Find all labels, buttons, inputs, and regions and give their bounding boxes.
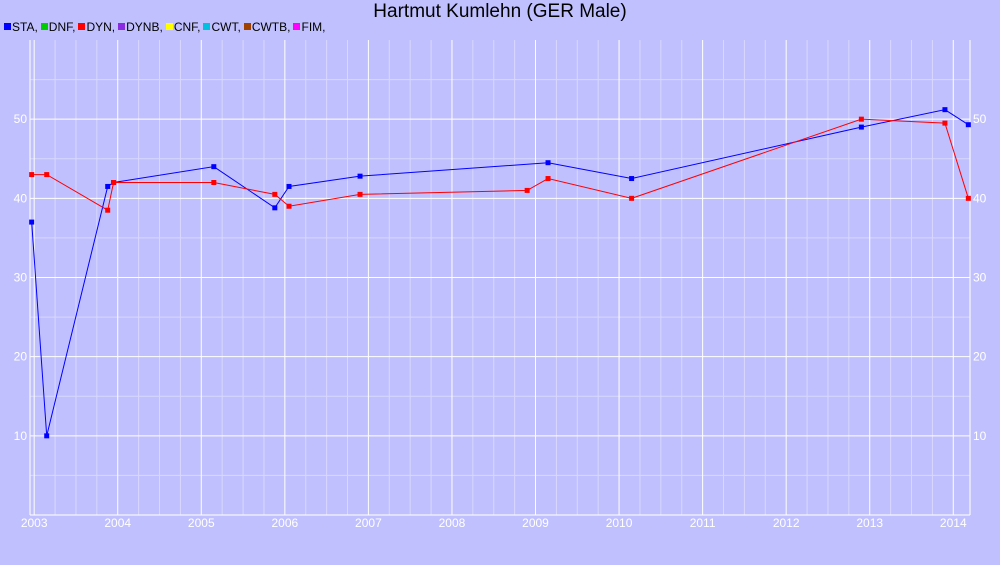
x-tick-label: 2013 (856, 516, 883, 530)
data-point-sta (357, 173, 363, 179)
legend-swatch (118, 23, 126, 30)
legend-entry: DYN, (78, 20, 115, 34)
x-tick-label: 2007 (355, 516, 382, 530)
data-point-dyn (44, 172, 50, 178)
data-point-sta (629, 176, 635, 182)
data-point-dyn (111, 180, 117, 185)
series-line-dyn (31, 118, 969, 211)
data-point-sta (286, 183, 292, 189)
legend-entry: FIM, (293, 20, 325, 34)
legend-entry: CWT, (203, 20, 241, 34)
legend-label: CWTB, (251, 20, 291, 34)
y-tick-label-right: 30 (973, 271, 987, 285)
data-point-dyn (105, 207, 111, 213)
x-tick-label: 2003 (21, 516, 48, 530)
legend-label: DYN, (86, 20, 116, 34)
data-point-sta (858, 124, 864, 130)
y-tick-label-left: 50 (14, 112, 28, 126)
x-tick-label: 2008 (439, 516, 466, 530)
chart-title: Hartmut Kumlehn (GER Male) (373, 1, 627, 22)
x-tick-label: 2010 (606, 516, 633, 530)
data-point-dyn (858, 116, 864, 122)
y-tick-label-right: 10 (973, 429, 987, 443)
y-tick-label-right: 50 (973, 112, 987, 126)
data-point-sta (105, 183, 111, 189)
data-point-sta (272, 205, 278, 211)
legend-label: CWT, (211, 20, 241, 34)
y-tick-label-left: 10 (14, 429, 28, 443)
legend-label: DYNB, (126, 20, 163, 34)
legend-swatch (203, 23, 211, 30)
data-point-sta (211, 164, 217, 170)
major-grid (30, 40, 970, 515)
legend-label: FIM, (301, 20, 326, 34)
legend-entry: DNF, (40, 20, 76, 34)
legend-label: DNF, (48, 20, 76, 34)
data-point-dyn (524, 187, 530, 193)
data-point-sta (965, 122, 971, 128)
legend-swatch (243, 23, 251, 30)
legend-entry: CNF, (165, 20, 201, 34)
legend-entry: DYNB, (118, 20, 163, 34)
y-tick-label-right: 40 (973, 191, 987, 205)
legend-label: STA, (12, 20, 38, 34)
legend-entry: CWTB, (243, 20, 291, 34)
data-point-sta (29, 219, 35, 225)
y-tick-label-right: 20 (973, 350, 987, 364)
data-point-dyn (272, 191, 278, 197)
legend-swatch (4, 23, 11, 30)
y-tick-label-left: 30 (14, 271, 28, 285)
data-point-dyn (286, 203, 292, 209)
y-tick-label-left: 40 (14, 191, 28, 205)
data-point-dyn (545, 176, 551, 182)
legend-swatch (293, 23, 301, 30)
legend-swatch (78, 23, 86, 30)
x-tick-label: 2004 (104, 516, 131, 530)
x-tick-label: 2009 (522, 516, 549, 530)
x-tick-label: 2006 (271, 516, 298, 530)
data-point-dyn (29, 172, 35, 178)
data-point-dyn (965, 195, 971, 201)
x-tick-label: 2005 (188, 516, 215, 530)
x-tick-label: 2014 (940, 516, 967, 530)
data-point-dyn (357, 191, 363, 197)
data-point-sta (942, 107, 948, 113)
data-point-sta (44, 433, 50, 439)
legend-swatch (40, 23, 48, 30)
data-point-dyn (211, 180, 217, 185)
legend: STA, DNF, DYN, DYNB, CNF, CWT, CWTB, FIM, (4, 20, 328, 34)
legend-swatch (165, 23, 173, 30)
legend-label: CNF, (173, 20, 201, 34)
data-point-dyn (942, 120, 948, 126)
series-dyn (29, 116, 971, 213)
y-tick-label-left: 20 (14, 350, 28, 364)
legend-entry: STA, (4, 20, 38, 34)
x-tick-label: 2012 (773, 516, 800, 530)
data-point-dyn (629, 195, 635, 201)
data-point-sta (545, 160, 551, 166)
x-tick-label: 2011 (690, 516, 716, 530)
